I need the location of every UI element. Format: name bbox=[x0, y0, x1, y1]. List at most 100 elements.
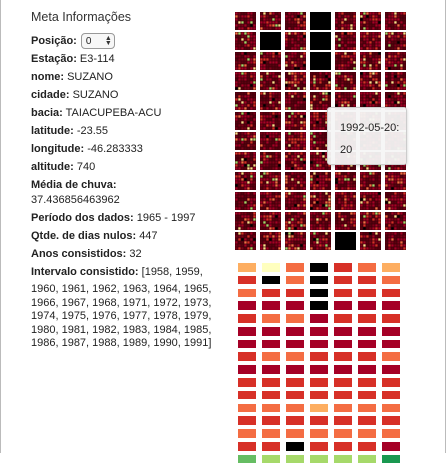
year-bar-cell[interactable] bbox=[262, 416, 280, 425]
year-bar-cell[interactable] bbox=[310, 378, 328, 387]
month-day-grid[interactable] bbox=[235, 52, 256, 70]
year-bar-cell[interactable] bbox=[382, 339, 400, 349]
year-bar-cell[interactable] bbox=[262, 326, 280, 336]
year-bar-cell[interactable] bbox=[382, 288, 400, 298]
year-bar-cell[interactable] bbox=[238, 326, 256, 336]
month-day-grid[interactable] bbox=[310, 92, 331, 110]
month-day-grid[interactable] bbox=[260, 152, 281, 170]
month-day-grid[interactable] bbox=[385, 212, 406, 230]
year-bar-cell[interactable] bbox=[262, 314, 280, 323]
month-day-grid[interactable] bbox=[235, 12, 256, 30]
year-bar-cell[interactable] bbox=[262, 301, 280, 310]
month-day-grid[interactable] bbox=[235, 172, 256, 190]
month-day-grid[interactable] bbox=[335, 72, 356, 90]
month-day-grid[interactable] bbox=[285, 232, 306, 250]
month-day-grid[interactable] bbox=[310, 212, 331, 230]
month-day-grid[interactable] bbox=[260, 52, 281, 70]
year-bar-cell[interactable] bbox=[262, 352, 280, 362]
year-bar-cell[interactable] bbox=[358, 326, 376, 336]
year-bar-cell[interactable] bbox=[310, 365, 328, 374]
month-day-grid[interactable] bbox=[285, 32, 306, 50]
month-day-grid[interactable] bbox=[235, 132, 256, 150]
year-bar-cell[interactable] bbox=[358, 352, 376, 362]
year-bar-cell[interactable] bbox=[310, 416, 328, 425]
year-bar-cell[interactable] bbox=[382, 416, 400, 425]
year-bar-cell[interactable] bbox=[334, 378, 352, 387]
month-day-grid[interactable] bbox=[310, 172, 331, 190]
month-day-grid[interactable] bbox=[235, 92, 256, 110]
month-day-grid[interactable] bbox=[335, 52, 356, 70]
year-bar-cell[interactable] bbox=[358, 301, 376, 310]
month-day-grid[interactable] bbox=[260, 172, 281, 190]
year-bar-cell[interactable] bbox=[238, 301, 256, 310]
posicao-select[interactable]: 0 ▲ ▼ bbox=[80, 33, 115, 49]
month-day-grid[interactable] bbox=[360, 192, 381, 210]
month-day-grid[interactable] bbox=[260, 72, 281, 90]
year-bar-cell[interactable] bbox=[238, 365, 256, 374]
year-bar-cell[interactable] bbox=[262, 378, 280, 387]
year-bar-cell[interactable] bbox=[334, 365, 352, 374]
month-day-grid[interactable] bbox=[360, 232, 381, 250]
year-bar-cell[interactable] bbox=[238, 403, 256, 413]
year-bar-cell[interactable] bbox=[286, 403, 304, 413]
month-day-grid[interactable] bbox=[285, 72, 306, 90]
year-bar-cell[interactable] bbox=[262, 365, 280, 374]
year-bar-cell[interactable] bbox=[334, 314, 352, 323]
year-bar-cell[interactable] bbox=[382, 314, 400, 323]
month-day-grid[interactable] bbox=[235, 192, 256, 210]
year-bar-cell[interactable] bbox=[334, 454, 352, 464]
month-day-grid[interactable] bbox=[285, 52, 306, 70]
year-bar-cell[interactable] bbox=[358, 403, 376, 413]
month-day-grid[interactable] bbox=[235, 212, 256, 230]
year-bar-cell[interactable] bbox=[358, 275, 376, 285]
year-bar-cell[interactable] bbox=[286, 352, 304, 362]
month-day-grid[interactable] bbox=[235, 112, 256, 130]
month-day-grid[interactable] bbox=[260, 92, 281, 110]
year-bar-cell[interactable] bbox=[334, 429, 352, 438]
month-day-grid[interactable] bbox=[260, 212, 281, 230]
year-bar-cell[interactable] bbox=[382, 390, 400, 400]
year-bar-cell[interactable] bbox=[238, 288, 256, 298]
year-bar-cell[interactable] bbox=[358, 378, 376, 387]
month-day-grid[interactable] bbox=[285, 112, 306, 130]
year-bar-cell[interactable] bbox=[238, 416, 256, 425]
year-bar-cell[interactable] bbox=[286, 339, 304, 349]
year-bar-cell[interactable] bbox=[262, 263, 280, 272]
year-bar-cell[interactable] bbox=[334, 416, 352, 425]
year-bar-cell[interactable] bbox=[382, 454, 400, 464]
year-bar-cell[interactable] bbox=[238, 263, 256, 272]
month-day-grid[interactable] bbox=[285, 132, 306, 150]
year-bar-cell[interactable] bbox=[238, 352, 256, 362]
year-bar-cell[interactable] bbox=[286, 454, 304, 464]
year-bar-cell[interactable] bbox=[310, 352, 328, 362]
year-bar-cell[interactable] bbox=[382, 352, 400, 362]
month-day-grid[interactable] bbox=[335, 32, 356, 50]
year-bar-cell[interactable] bbox=[310, 263, 328, 272]
year-bar-cell[interactable] bbox=[286, 416, 304, 425]
year-bar-cell[interactable] bbox=[286, 275, 304, 285]
year-bar-cell[interactable] bbox=[286, 365, 304, 374]
month-day-grid[interactable] bbox=[260, 132, 281, 150]
year-bar-cell[interactable] bbox=[382, 378, 400, 387]
year-bar-cell[interactable] bbox=[262, 441, 280, 451]
month-day-grid[interactable] bbox=[335, 232, 356, 250]
year-bar-cell[interactable] bbox=[358, 441, 376, 451]
year-bar-cell[interactable] bbox=[310, 314, 328, 323]
year-bar-cell[interactable] bbox=[262, 454, 280, 464]
year-bar-cell[interactable] bbox=[358, 288, 376, 298]
year-bar-cell[interactable] bbox=[262, 390, 280, 400]
month-day-grid[interactable] bbox=[235, 72, 256, 90]
month-day-grid[interactable] bbox=[310, 72, 331, 90]
month-day-grid[interactable] bbox=[335, 12, 356, 30]
month-day-grid[interactable] bbox=[385, 92, 406, 110]
month-day-grid[interactable] bbox=[260, 32, 281, 50]
year-bar-cell[interactable] bbox=[238, 378, 256, 387]
year-bar-cell[interactable] bbox=[310, 441, 328, 451]
year-bar-cell[interactable] bbox=[358, 416, 376, 425]
month-day-grid[interactable] bbox=[310, 12, 331, 30]
year-bar-cell[interactable] bbox=[310, 288, 328, 298]
year-bar-cell[interactable] bbox=[310, 429, 328, 438]
month-day-grid[interactable] bbox=[335, 192, 356, 210]
year-bar-cell[interactable] bbox=[358, 365, 376, 374]
year-bar-cell[interactable] bbox=[382, 263, 400, 272]
